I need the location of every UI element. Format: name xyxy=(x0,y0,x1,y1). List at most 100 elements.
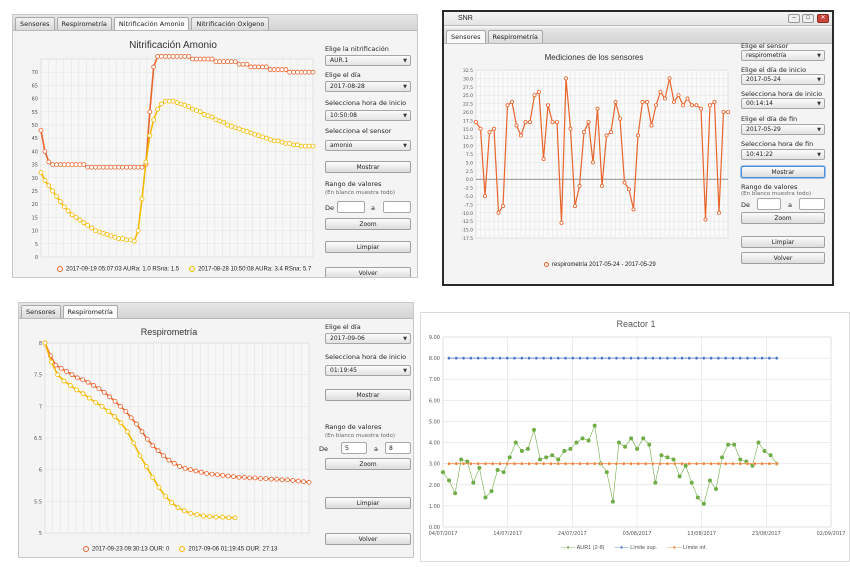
legend-label: respirometría 2017-05-24 - 2017-05-29 xyxy=(552,262,656,269)
data-point xyxy=(658,356,662,360)
range-from-value: 5 xyxy=(345,445,349,452)
data-point xyxy=(283,141,289,146)
volver-button[interactable]: Volver xyxy=(325,533,411,545)
de-label: De xyxy=(325,204,335,212)
nitrif-select[interactable]: AUR.1 ▼ xyxy=(325,55,411,66)
data-point xyxy=(614,461,619,466)
hora-select-value: 10:50:08 xyxy=(330,112,357,119)
panel-nitrificacion-amonio: Sensores Respirometría Nitrificación Amo… xyxy=(12,14,418,278)
data-point xyxy=(453,491,458,496)
hora-fin-select[interactable]: 10:41:22 ▼ xyxy=(741,149,825,160)
maximize-icon[interactable]: □ xyxy=(802,14,814,23)
dia-select[interactable]: 2017-09-06 ▼ xyxy=(325,333,411,344)
data-point xyxy=(186,104,192,109)
data-point xyxy=(546,103,551,108)
dia-select[interactable]: 2017-08-28 ▼ xyxy=(325,81,411,92)
data-point xyxy=(134,421,139,427)
zoom-button[interactable]: Zoom xyxy=(325,458,411,470)
data-point xyxy=(447,461,451,466)
data-point xyxy=(600,461,604,466)
data-point xyxy=(213,514,219,520)
data-point xyxy=(604,133,609,138)
data-point xyxy=(726,442,731,447)
data-point xyxy=(55,372,61,378)
data-point xyxy=(190,106,195,112)
y-tick-label: 60 xyxy=(32,97,38,103)
chart-title: Nitrificación Amonio xyxy=(129,40,217,51)
data-point xyxy=(67,383,73,388)
data-point xyxy=(260,134,265,140)
tab-respirometria[interactable]: Respirometría xyxy=(487,30,543,43)
data-point xyxy=(636,461,641,466)
chart-title: Mediciones de los sensores xyxy=(544,53,644,62)
tab-sensores[interactable]: Sensores xyxy=(15,17,55,30)
y-tick-label: 7 xyxy=(39,404,42,410)
rango-label: Rango de valores xyxy=(741,183,798,191)
sensor-select[interactable]: respirometría ▼ xyxy=(741,50,825,61)
y-tick-label: 0.0 xyxy=(466,177,473,183)
tab-nitrificacion-oxigeno[interactable]: Nitrificación Oxígeno xyxy=(191,17,270,30)
range-from-input[interactable] xyxy=(757,198,781,210)
y-tick-label: -5.0 xyxy=(464,194,473,200)
rango-sublabel: (En blanco muestra todo) xyxy=(325,433,396,439)
limpiar-button[interactable]: Limpiar xyxy=(325,241,411,253)
limpiar-button[interactable]: Limpiar xyxy=(741,236,825,248)
zoom-button[interactable]: Zoom xyxy=(741,212,825,224)
mostrar-button[interactable]: Mostrar xyxy=(325,389,411,401)
a-label: a xyxy=(371,204,375,212)
data-point xyxy=(127,164,133,170)
data-point xyxy=(689,480,694,485)
y-tick-label: -15.0 xyxy=(461,228,473,234)
tab-respirometria[interactable]: Respirometría xyxy=(62,305,118,318)
data-point xyxy=(139,164,145,170)
y-tick-label: 55 xyxy=(32,110,38,116)
range-from-input[interactable] xyxy=(337,201,365,213)
data-point xyxy=(285,477,290,483)
volver-button[interactable]: Volver xyxy=(741,252,825,264)
data-point xyxy=(217,118,223,124)
data-point xyxy=(135,228,141,234)
data-point xyxy=(64,369,69,374)
sensor-select[interactable]: amonio ▼ xyxy=(325,140,411,151)
zoom-button[interactable]: Zoom xyxy=(325,218,411,230)
close-icon[interactable]: ✕ xyxy=(817,14,829,23)
data-point xyxy=(65,162,71,167)
tab-bar: Sensores Respirometría xyxy=(444,28,832,44)
data-point xyxy=(760,356,764,360)
limpiar-button[interactable]: Limpiar xyxy=(325,497,411,509)
data-point xyxy=(677,474,682,479)
range-to-input[interactable]: 8 xyxy=(385,442,411,454)
data-point xyxy=(621,461,626,466)
data-point xyxy=(600,356,604,360)
data-point xyxy=(166,53,172,59)
tab-nitrificacion-amonio[interactable]: Nitrificación Amonio xyxy=(113,17,190,30)
hora-select[interactable]: 01:19:45 ▼ xyxy=(325,365,411,376)
mostrar-button[interactable]: Mostrar xyxy=(741,166,825,178)
data-point xyxy=(496,210,501,215)
data-point xyxy=(81,162,87,167)
minimize-icon[interactable]: – xyxy=(788,14,800,23)
data-point xyxy=(256,133,262,138)
volver-button[interactable]: Volver xyxy=(325,267,411,277)
tab-sensores[interactable]: Sensores xyxy=(446,30,486,43)
dia-ini-select[interactable]: 2017-05-24 ▼ xyxy=(741,74,825,85)
data-point xyxy=(159,53,164,59)
data-point xyxy=(731,461,735,466)
data-point xyxy=(190,56,195,62)
mostrar-button[interactable]: Mostrar xyxy=(325,161,411,173)
legend-marker-icon xyxy=(544,262,549,267)
range-to-input[interactable] xyxy=(799,198,825,210)
hora-ini-select[interactable]: 00:14:14 ▼ xyxy=(741,98,825,109)
range-from-input[interactable]: 5 xyxy=(341,442,367,454)
data-point xyxy=(169,500,175,506)
hora-select[interactable]: 10:50:08 ▼ xyxy=(325,110,411,121)
range-to-input[interactable] xyxy=(383,201,411,213)
tab-sensores[interactable]: Sensores xyxy=(21,305,61,318)
y-tick-label: 5 xyxy=(35,242,38,248)
tab-respirometria[interactable]: Respirometría xyxy=(56,17,112,30)
x-tick-label: 02/09/2017 xyxy=(817,531,846,537)
data-point xyxy=(534,356,539,360)
dia-fin-select[interactable]: 2017-05-29 ▼ xyxy=(741,124,825,135)
legend-item-3: —●— Límite inf. xyxy=(667,545,707,551)
data-point xyxy=(271,138,277,144)
